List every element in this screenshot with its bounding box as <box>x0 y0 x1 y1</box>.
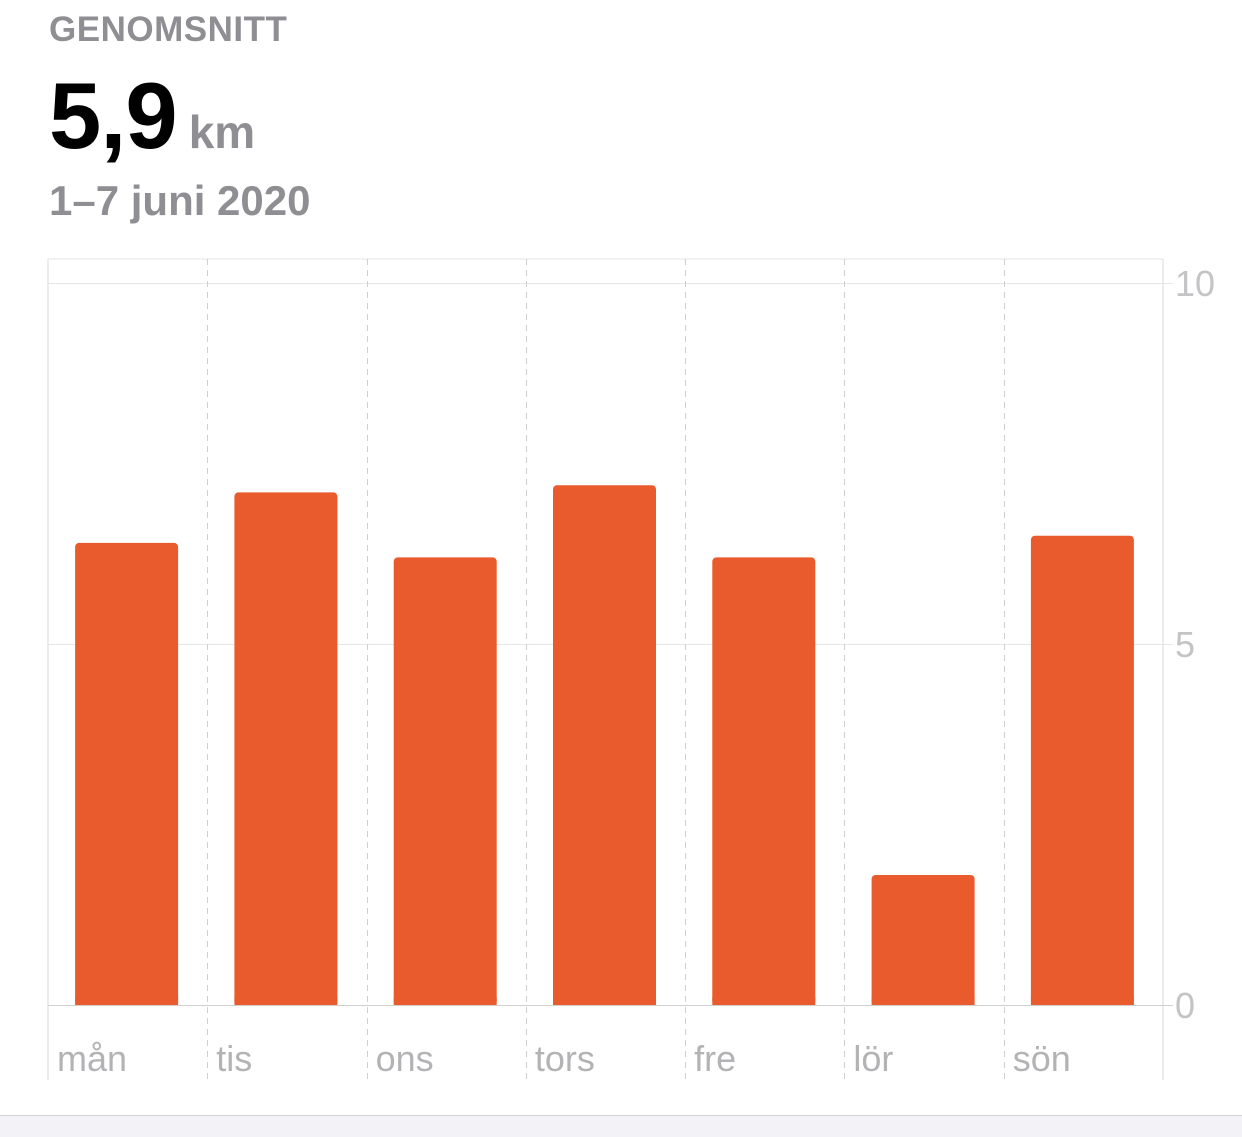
bar-base <box>1030 997 1134 1005</box>
average-value-row: 5,9 km <box>49 62 255 170</box>
bar-tors <box>553 485 656 1005</box>
y-tick-label: 5 <box>1175 624 1195 665</box>
average-unit: km <box>188 106 256 158</box>
x-tick-label: sön <box>1013 1038 1071 1079</box>
x-tick-label: tors <box>535 1038 595 1079</box>
bar-fre <box>712 557 816 1005</box>
bottom-divider <box>0 1115 1242 1137</box>
bar-base <box>871 997 975 1005</box>
bar-mån <box>75 542 179 1005</box>
x-tick-label: ons <box>376 1038 434 1079</box>
x-tick-label: tis <box>216 1038 252 1079</box>
bar-base <box>712 997 816 1005</box>
bar-base <box>393 997 497 1005</box>
bar-base <box>75 997 179 1005</box>
y-tick-label: 10 <box>1175 263 1215 304</box>
x-tick-label: mån <box>57 1038 127 1079</box>
bar-ons <box>393 557 497 1005</box>
x-tick-label: lör <box>853 1038 893 1079</box>
y-tick-label: 0 <box>1175 985 1195 1026</box>
bar-lör <box>871 875 975 1005</box>
bar-chart: 0 5 10 mån tis ons tors fre lör sön <box>47 258 1215 1080</box>
bar-tis <box>234 492 338 1005</box>
average-value: 5,9 <box>49 63 178 168</box>
bar-sön <box>1030 535 1134 1005</box>
date-range: 1–7 juni 2020 <box>49 177 311 224</box>
x-tick-label: fre <box>694 1038 736 1079</box>
bar-base <box>234 997 338 1005</box>
average-caption: GENOMSNITT <box>49 10 288 49</box>
bar-base <box>553 997 656 1005</box>
